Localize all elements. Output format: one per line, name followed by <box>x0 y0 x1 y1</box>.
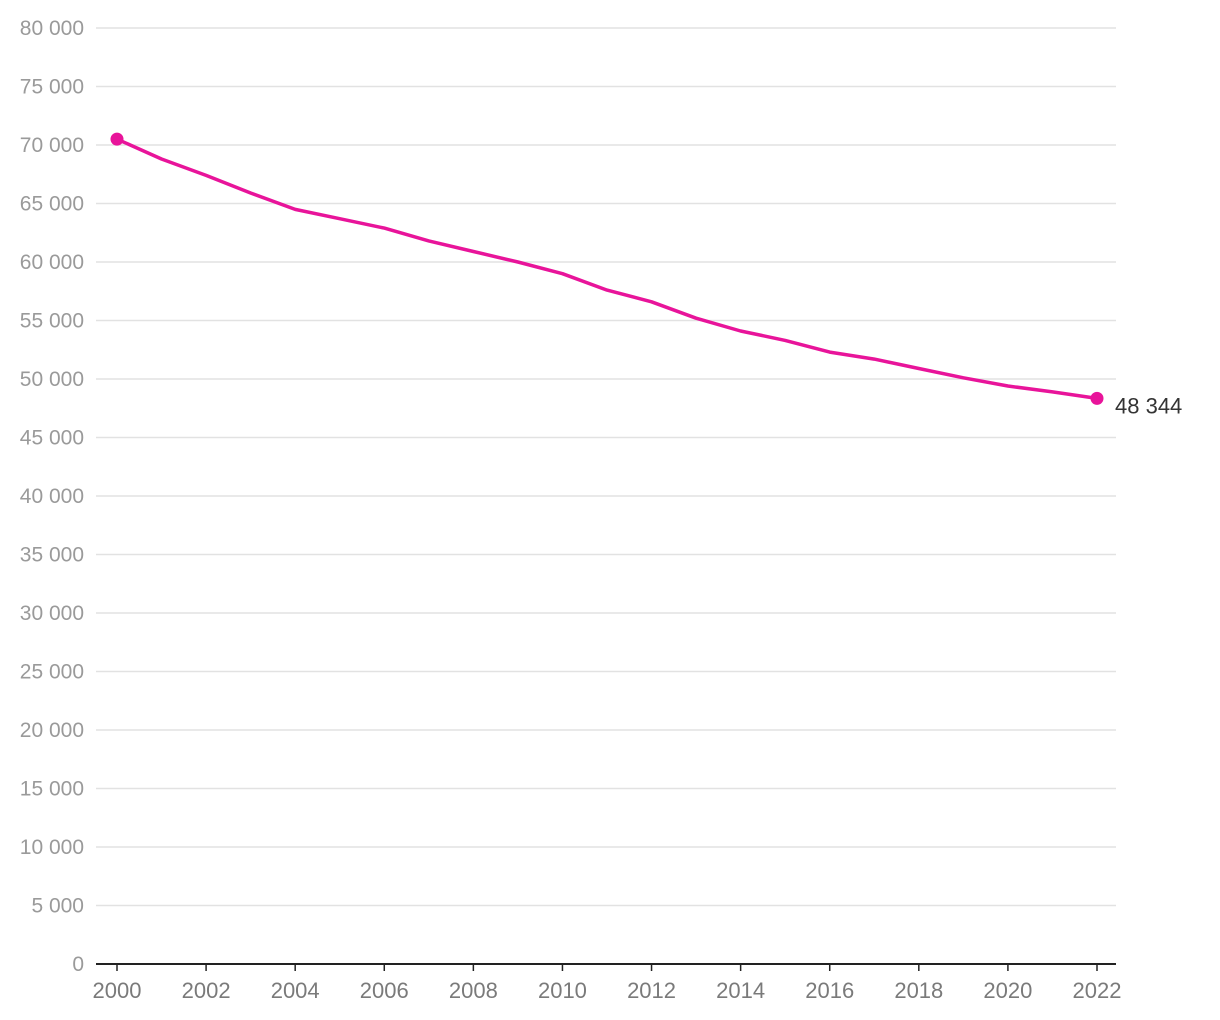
x-tick-label: 2012 <box>627 978 676 1003</box>
x-tick-label: 2008 <box>449 978 498 1003</box>
y-tick-label: 0 <box>72 953 84 976</box>
y-tick-label: 35 000 <box>20 544 84 567</box>
x-tick-label: 2004 <box>271 978 320 1003</box>
y-tick-label: 65 000 <box>20 193 84 216</box>
y-axis-tick-labels: 0 5 000 10 000 15 000 20 000 25 000 30 000 35 0… <box>20 17 84 976</box>
gridlines <box>96 27 1116 907</box>
x-tick-label: 2010 <box>538 978 587 1003</box>
y-tick-label: 60 000 <box>20 251 84 274</box>
y-tick-label: 30 000 <box>20 602 84 625</box>
y-tick-label: 10 000 <box>20 836 84 859</box>
y-tick-label: 75 000 <box>20 76 84 99</box>
x-axis-ticks: 2000 2002 2004 2006 2008 2010 2012 2014 2016 2018… <box>93 964 1122 1003</box>
y-tick-label: 20 000 <box>20 719 84 742</box>
end-value-label: 48 344 <box>1115 393 1182 418</box>
x-tick-label: 2014 <box>716 978 765 1003</box>
x-tick-label: 2018 <box>894 978 943 1003</box>
series-line <box>115 137 1099 401</box>
x-tick-label: 2006 <box>360 978 409 1003</box>
y-tick-label: 55 000 <box>20 310 84 333</box>
x-tick-label: 2000 <box>93 978 142 1003</box>
y-tick-label: 25 000 <box>20 661 84 684</box>
y-tick-label: 40 000 <box>20 485 84 508</box>
x-tick-label: 2016 <box>805 978 854 1003</box>
x-tick-label: 2002 <box>182 978 231 1003</box>
y-tick-label: 70 000 <box>20 134 84 157</box>
x-tick-label: 2022 <box>1073 978 1122 1003</box>
y-tick-label: 50 000 <box>20 368 84 391</box>
end-point-marker <box>1090 391 1104 405</box>
y-tick-label: 80 000 <box>20 17 84 40</box>
start-point-marker <box>110 132 124 146</box>
x-tick-label: 2020 <box>983 978 1032 1003</box>
y-tick-label: 45 000 <box>20 427 84 450</box>
y-tick-label: 5 000 <box>31 895 84 918</box>
y-tick-label: 15 000 <box>20 778 84 801</box>
series-layer <box>110 132 1104 405</box>
